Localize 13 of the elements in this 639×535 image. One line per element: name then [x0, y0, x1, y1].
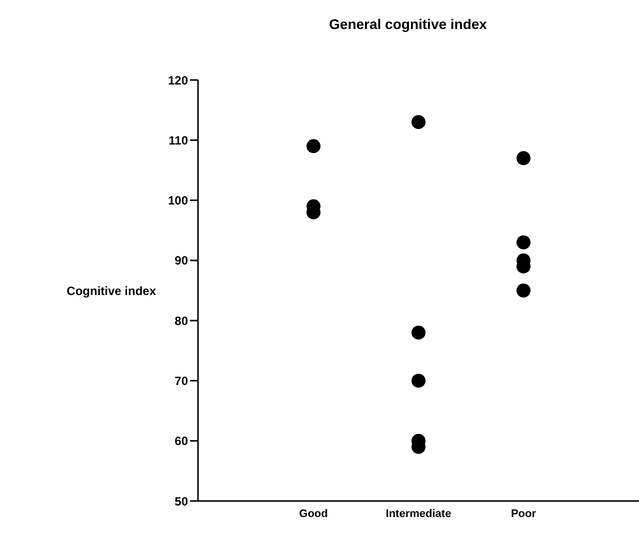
- y-tick-label: 50: [174, 494, 188, 508]
- y-axis-title: Cognitive index: [66, 284, 156, 298]
- y-tick-label: 80: [174, 314, 188, 328]
- y-tick-label: 110: [168, 133, 188, 148]
- x-tick-label: Good: [299, 508, 328, 520]
- x-tick-label: Intermediate: [386, 508, 452, 520]
- y-tick-label: 60: [174, 434, 188, 448]
- x-tick-label: Poor: [510, 508, 537, 520]
- y-tick-label: 100: [168, 194, 188, 208]
- y-tick-label: 120: [168, 73, 188, 88]
- y-tick-label: 70: [174, 374, 188, 388]
- y-tick-label: 90: [174, 254, 188, 268]
- chart-title: General cognitive index: [328, 16, 488, 32]
